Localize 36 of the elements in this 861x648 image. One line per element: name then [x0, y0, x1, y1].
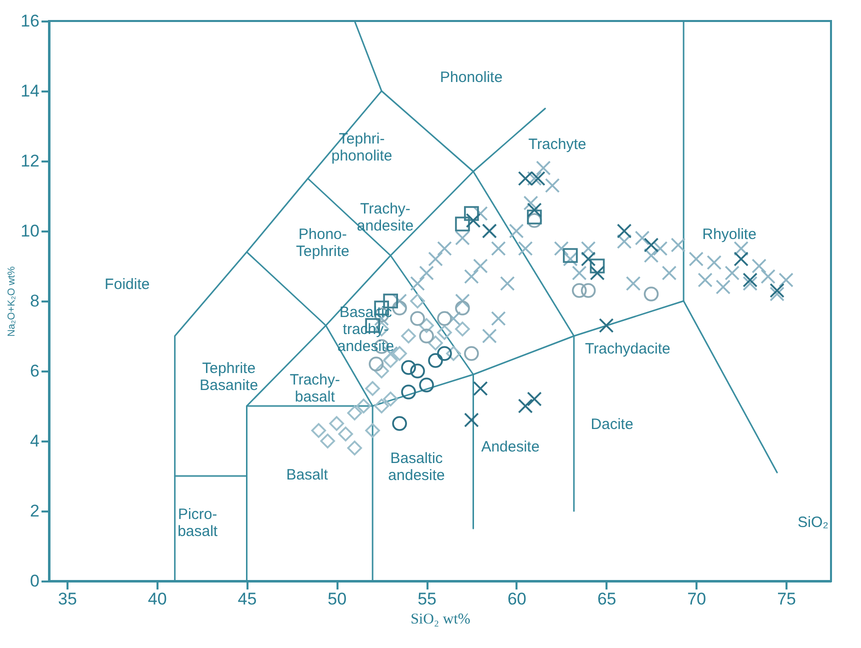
annotation: Phonolite: [440, 69, 503, 86]
x-tick-label: 35: [58, 590, 77, 608]
y-tick-label: 12: [20, 152, 40, 170]
annotation: Trachy- basalt: [290, 371, 340, 406]
y-tick-label: 0: [30, 572, 40, 590]
y-tick-label: 16: [20, 12, 40, 30]
x-tick-label: 65: [597, 590, 616, 608]
annotation: Trachy- andesite: [356, 200, 414, 235]
x-tick-label: 60: [507, 590, 526, 608]
annotation: SiO₂: [798, 514, 829, 532]
x-tick-label: 75: [777, 590, 796, 608]
y-tick-label: 10: [20, 222, 40, 240]
y-axis-title: Na₂O+K₂O wt%: [6, 266, 18, 337]
annotation: Trachyte: [528, 136, 586, 154]
annotation: Foidite: [104, 276, 150, 294]
annotation: Basaltic andesite: [388, 450, 445, 484]
x-tick-label: 50: [328, 590, 347, 608]
annotation: Phono- Tephrite: [296, 226, 350, 260]
x-tick-label: 70: [687, 590, 706, 608]
x-tick-label: 40: [148, 590, 167, 608]
annotation: Rhyolite: [702, 226, 756, 243]
y-tick-label: 2: [30, 502, 40, 520]
annotation: Tephrite Basanite: [200, 360, 258, 394]
x-axis-title: SiO₂ wt%: [410, 612, 470, 628]
annotation: Tephri- phonolite: [331, 130, 392, 165]
y-tick-label: 6: [30, 362, 40, 380]
annotation: Andesite: [481, 438, 540, 456]
annotation: Trachydacite: [585, 340, 670, 358]
x-tick-label: 55: [418, 590, 436, 608]
y-tick-label: 4: [30, 432, 40, 450]
y-tick-label: 14: [20, 82, 40, 100]
x-tick-label: 45: [238, 590, 257, 608]
annotation: Picro- basalt: [178, 506, 218, 540]
annotation: Dacite: [590, 416, 634, 434]
y-tick-label: 8: [30, 292, 40, 310]
annotation: Basalt: [286, 466, 329, 484]
